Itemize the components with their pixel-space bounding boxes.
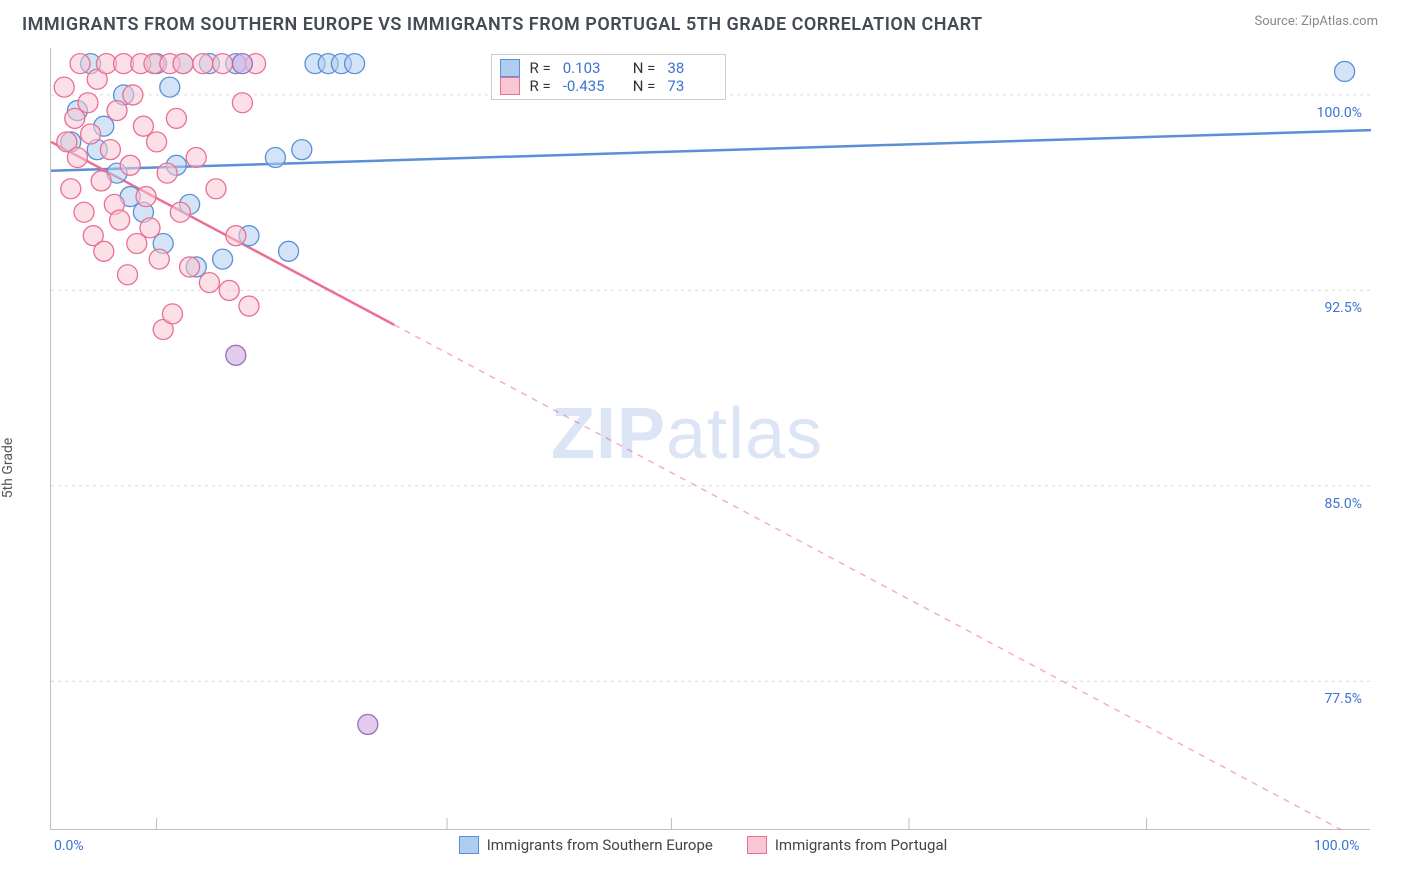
- legend-swatch: [747, 836, 767, 854]
- n-value: 73: [667, 77, 717, 95]
- legend-label: Immigrants from Portugal: [775, 836, 947, 854]
- r-label: R =: [530, 59, 551, 77]
- chart-source: Source: ZipAtlas.com: [1254, 14, 1378, 29]
- chart-container: 5th Grade ZIPatlas R =0.103N =38R =-0.43…: [0, 44, 1406, 892]
- legend-swatch: [459, 836, 479, 854]
- chart-title: IMMIGRANTS FROM SOUTHERN EUROPE VS IMMIG…: [22, 14, 983, 35]
- y-tick-label: 77.5%: [1324, 691, 1362, 707]
- legend-stat-row: R = 0.103 N = 38: [500, 59, 718, 77]
- r-value: -0.435: [563, 77, 613, 95]
- legend-bottom: Immigrants from Southern Europe Immigrant…: [0, 836, 1406, 854]
- n-label: N =: [633, 59, 656, 77]
- plot-area: ZIPatlas R =0.103N =38R =-0.435N =73: [50, 48, 1370, 830]
- y-axis-label: 5th Grade: [0, 438, 16, 499]
- r-label: R =: [530, 77, 551, 95]
- y-tick-label: 92.5%: [1324, 300, 1362, 316]
- y-tick-label: 100.0%: [1317, 105, 1362, 121]
- n-value: 38: [667, 59, 717, 77]
- scatter-svg: [51, 48, 1371, 830]
- legend-item: Immigrants from Portugal: [747, 836, 947, 854]
- legend-swatch: [500, 77, 520, 95]
- y-tick-label: 85.0%: [1324, 496, 1362, 512]
- legend-label: Immigrants from Southern Europe: [487, 836, 713, 854]
- legend-swatch: [500, 59, 520, 77]
- r-value: 0.103: [563, 59, 613, 77]
- n-label: N =: [633, 77, 656, 95]
- chart-header: IMMIGRANTS FROM SOUTHERN EUROPE VS IMMIG…: [0, 0, 1406, 41]
- legend-item: Immigrants from Southern Europe: [459, 836, 713, 854]
- legend-stat-row: R = -0.435 N = 73: [500, 77, 718, 95]
- legend-stats-box: R = 0.103 N = 38 R = -0.435 N = 73: [491, 54, 727, 100]
